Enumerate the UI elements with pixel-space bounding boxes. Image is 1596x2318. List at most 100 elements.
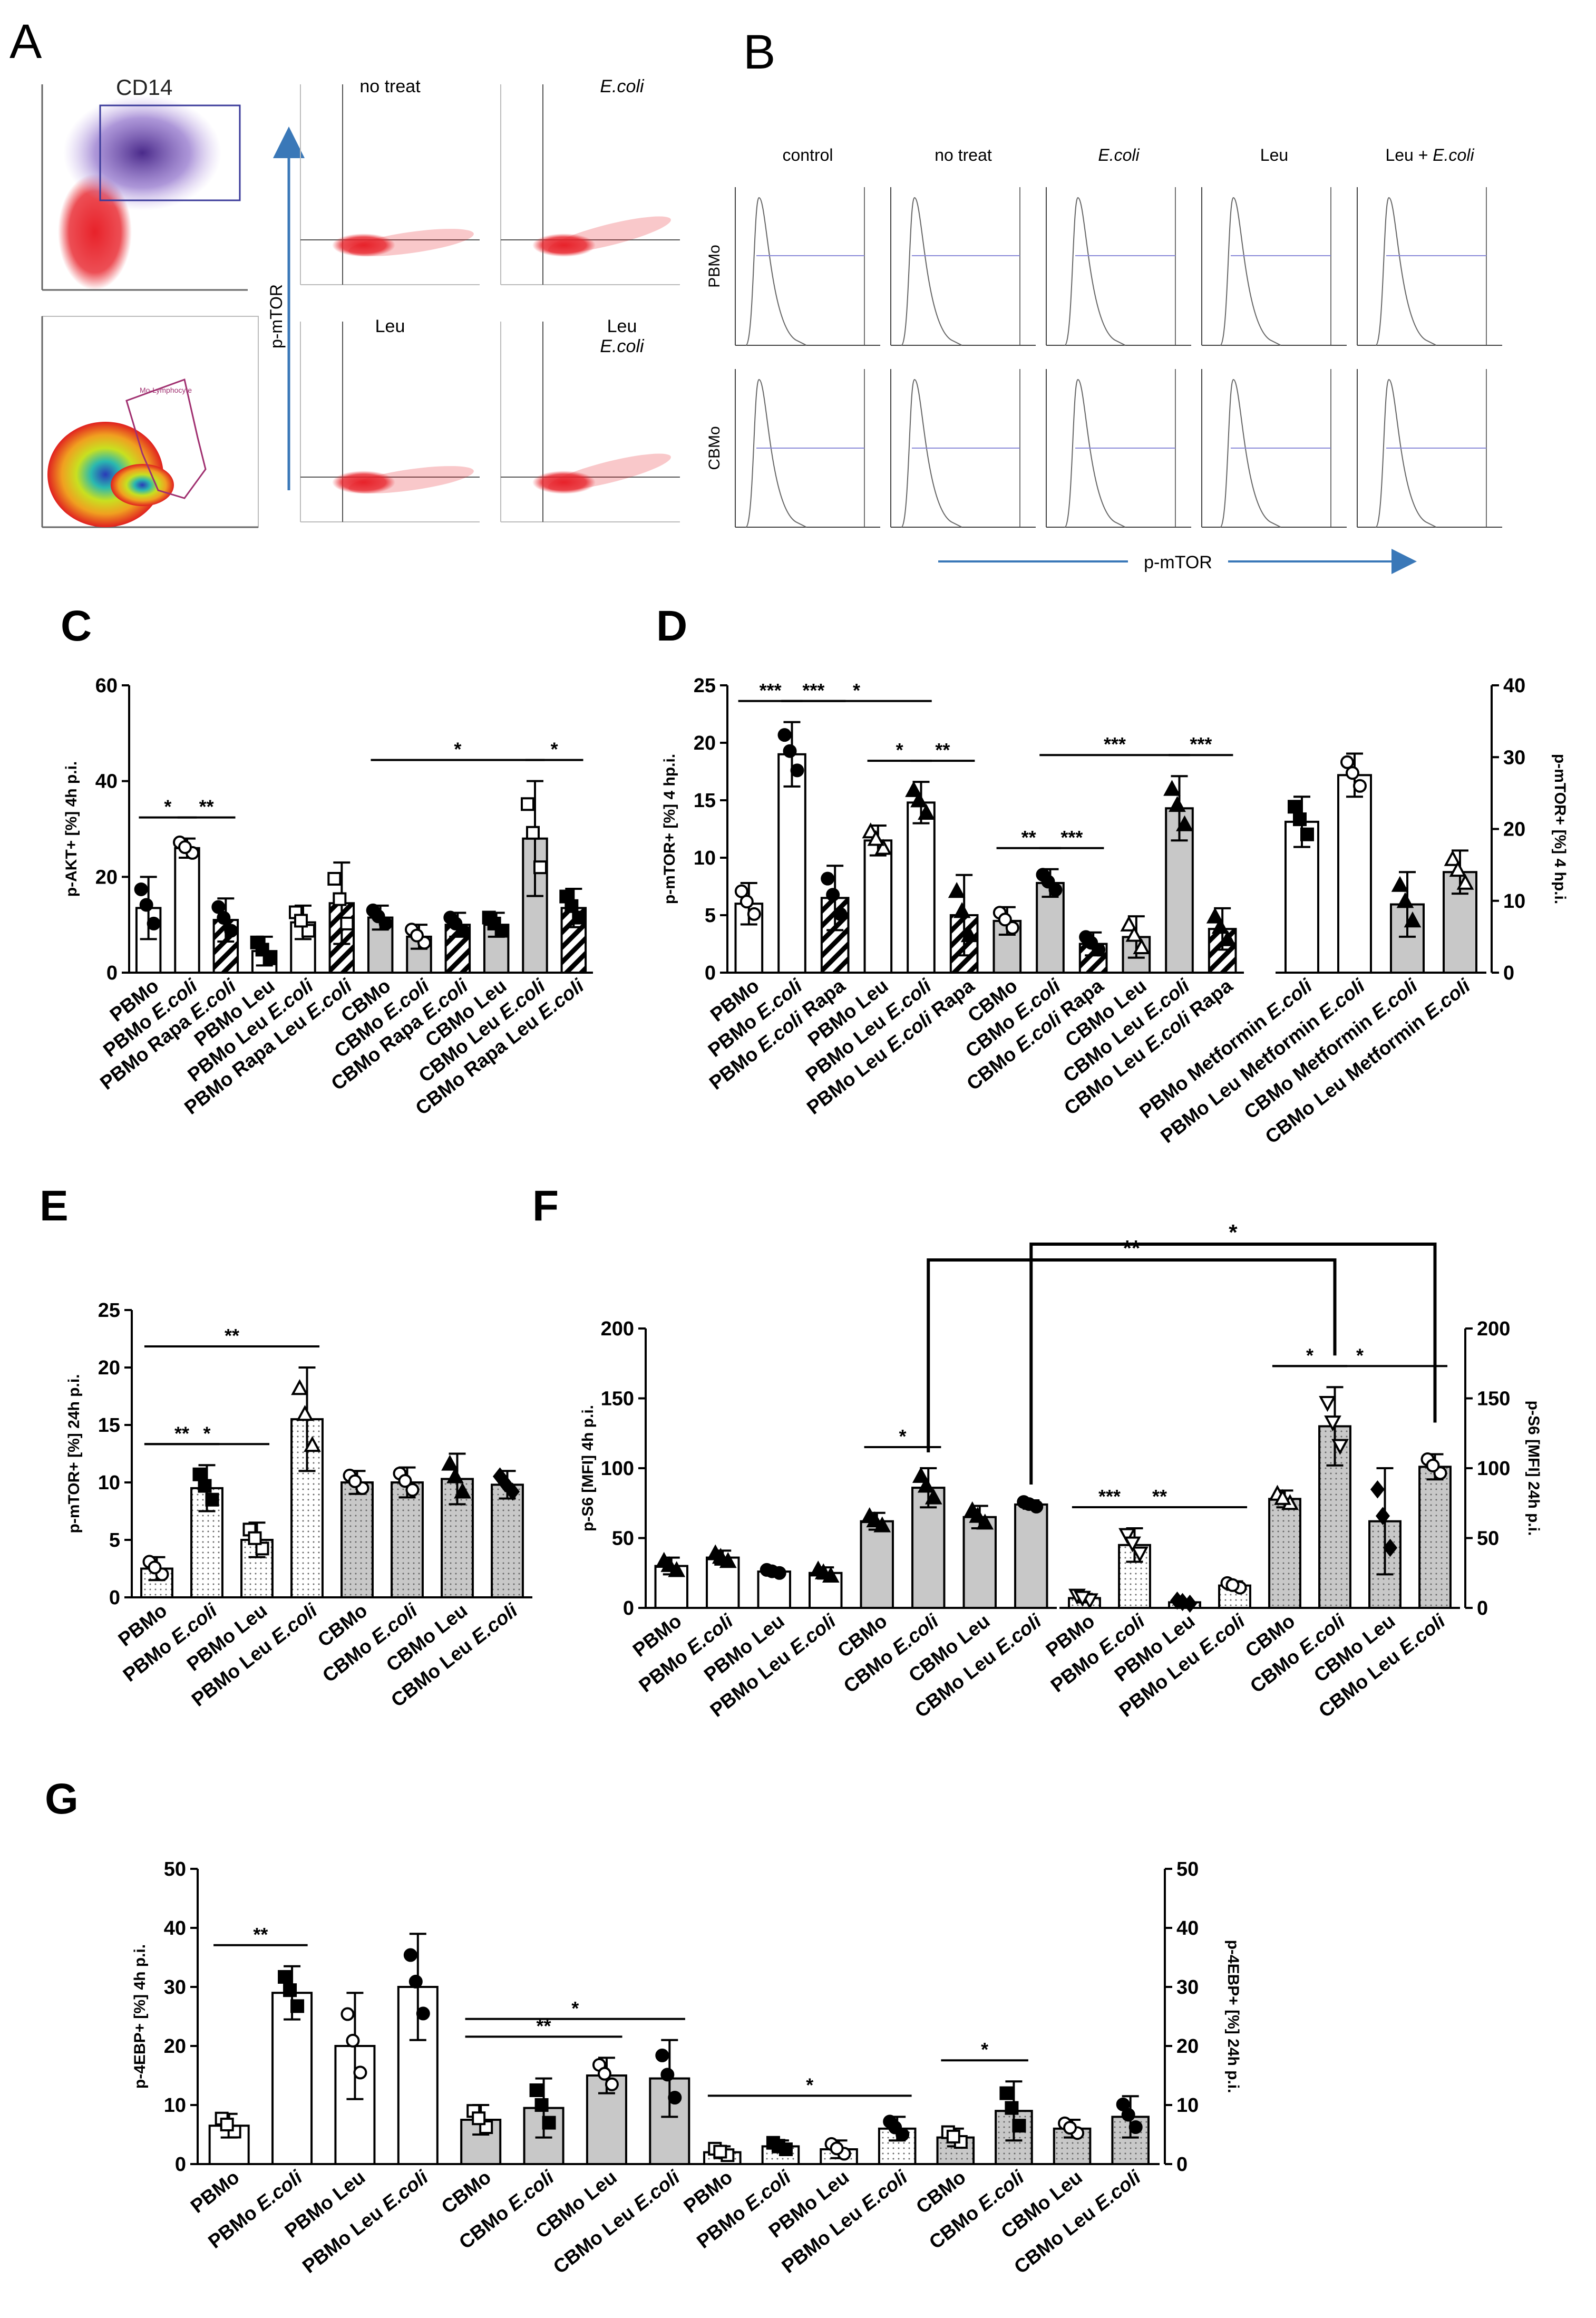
hist-col-title: no treat — [935, 146, 992, 164]
data-point — [946, 2129, 960, 2144]
significance-label: * — [454, 739, 461, 760]
data-point — [178, 840, 192, 855]
data-point — [790, 763, 804, 778]
y-tick-label: 25 — [694, 675, 716, 697]
data-point — [905, 781, 922, 797]
data-point — [912, 1467, 930, 1483]
data-point — [1340, 755, 1354, 769]
data-point — [283, 1983, 297, 1997]
bar — [863, 839, 893, 974]
data-point — [1124, 1536, 1141, 1553]
y-tick-label: 10 — [164, 2094, 186, 2117]
y-tick-label: 60 — [95, 675, 118, 697]
data-point — [198, 1479, 212, 1493]
significance-label: * — [164, 796, 171, 818]
data-point — [529, 2083, 543, 2097]
data-point — [487, 916, 501, 930]
data-point — [255, 943, 269, 957]
gate-plot-cd14: CD14 — [41, 75, 248, 291]
data-point — [1169, 796, 1186, 812]
data-point — [1396, 892, 1414, 908]
data-point — [1206, 907, 1224, 924]
data-point — [290, 1999, 305, 2013]
data-point — [505, 1482, 520, 1501]
y-tick-label: 20 — [164, 2035, 186, 2058]
y-tick-label: 5 — [109, 1529, 120, 1551]
y-axis-label: p-mTOR+ [%] 4 hp.i. — [1551, 754, 1569, 904]
significance-label: * — [571, 1997, 579, 2019]
y-tick-label: 30 — [1176, 1976, 1199, 1999]
significance-label: ** — [253, 1924, 268, 1945]
data-point — [134, 882, 148, 896]
data-point — [408, 1974, 423, 1989]
data-point — [340, 916, 354, 930]
data-point — [999, 2086, 1014, 2100]
y-tick-label: 40 — [1503, 675, 1525, 697]
data-point — [1133, 938, 1151, 955]
data-point — [1012, 2119, 1026, 2133]
data-point — [1125, 926, 1143, 942]
histogram — [1046, 369, 1191, 528]
category-label: PBMo Leu Metformin E.coli — [1156, 975, 1369, 1148]
scatter-plot: E.coli — [500, 76, 680, 285]
histogram — [1201, 187, 1347, 346]
data-point — [747, 907, 761, 921]
data-point — [783, 744, 797, 758]
data-point — [454, 1482, 471, 1499]
bar — [1268, 1498, 1301, 1609]
data-point — [333, 892, 347, 906]
panel-b-histograms: B control no treat E.coli Leu Leu + E.coli PB… — [706, 25, 1502, 575]
data-point — [211, 900, 226, 914]
data-point — [771, 2139, 785, 2153]
data-point — [1063, 2121, 1077, 2135]
hist-xaxis-label: p-mTOR — [1144, 552, 1212, 573]
data-point — [655, 2048, 669, 2062]
data-point — [918, 803, 935, 820]
data-point — [1293, 812, 1307, 827]
significance-label: *** — [760, 680, 782, 701]
panel-label-g: G — [45, 1775, 79, 1823]
data-point — [340, 2007, 355, 2021]
hist-col-title: Leu + E.coli — [1385, 146, 1474, 164]
y-tick-label: 100 — [1477, 1458, 1510, 1480]
y-tick-label: 40 — [95, 771, 118, 793]
data-point — [960, 926, 978, 943]
significance-label: *** — [802, 680, 824, 701]
data-point — [304, 1436, 321, 1452]
data-point — [660, 1556, 678, 1572]
histogram — [735, 187, 880, 346]
data-point — [910, 791, 928, 808]
y-tick-label: 0 — [623, 1597, 634, 1619]
y-tick-label: 0 — [705, 962, 716, 984]
data-point — [1449, 860, 1467, 877]
data-point — [924, 1488, 942, 1505]
y-tick-label: 0 — [109, 1587, 120, 1609]
significance-label: * — [1306, 1344, 1313, 1366]
y-tick-label: 150 — [601, 1388, 634, 1410]
data-point — [248, 1531, 262, 1545]
significance-label: * — [896, 739, 903, 761]
data-point — [1370, 1480, 1385, 1499]
y-tick-label: 30 — [164, 1976, 186, 1999]
data-point — [1444, 850, 1462, 866]
data-point — [734, 884, 748, 898]
data-point — [1116, 2097, 1130, 2111]
y-axis-label: p-4EBP+ [%] 4h p.i. — [131, 1944, 149, 2089]
data-point — [410, 928, 424, 943]
data-point — [405, 1483, 420, 1497]
y-tick-label: 40 — [164, 1917, 186, 1939]
data-point — [327, 871, 342, 886]
data-point — [1331, 1439, 1349, 1455]
data-point — [301, 924, 315, 938]
data-point — [1211, 918, 1229, 934]
bar — [907, 801, 936, 974]
bar — [1014, 1503, 1048, 1609]
y-tick-label: 30 — [1503, 746, 1525, 769]
y-axis-label: p-4EBP+ [%] 24h p.i. — [1224, 1940, 1242, 2093]
scatter-title: Leu E.coli — [600, 316, 645, 356]
y-tick-label: 20 — [1176, 2035, 1199, 2058]
panel-label-b: B — [743, 25, 775, 79]
